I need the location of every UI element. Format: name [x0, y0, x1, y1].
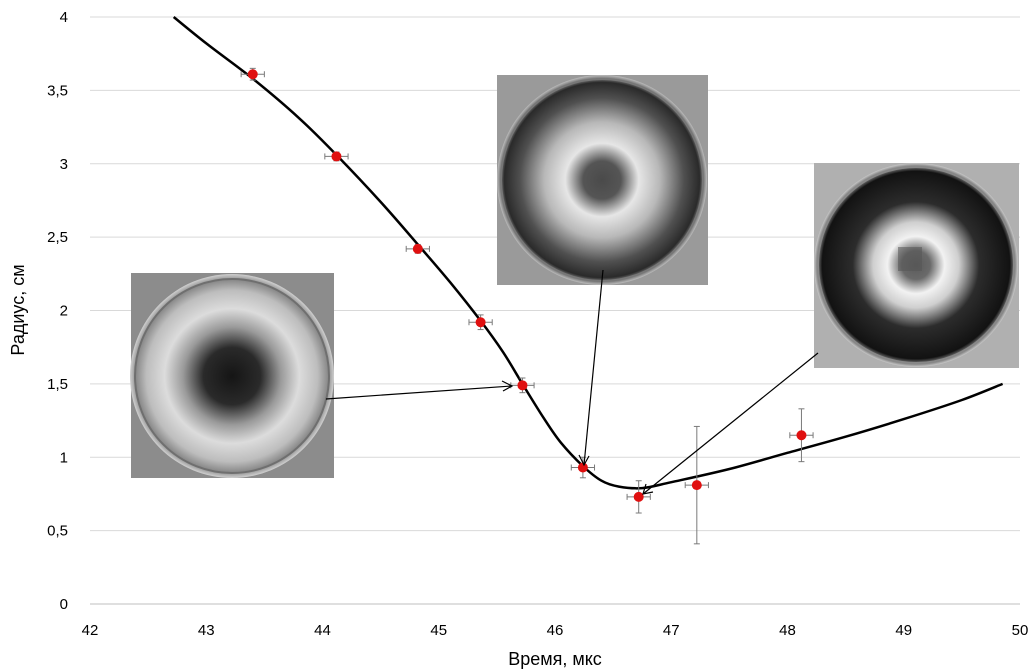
- y-tick-label: 1,5: [47, 376, 68, 393]
- data-point: [517, 380, 528, 391]
- y-tick-label: 2: [60, 303, 68, 320]
- data-point: [247, 69, 258, 80]
- data-point: [633, 491, 644, 502]
- y-tick-label: 0,5: [47, 523, 68, 540]
- x-tick-label: 48: [779, 622, 796, 639]
- data-point: [475, 317, 486, 328]
- y-tick-labels: 0 0,5 1 1,5 2 2,5 3 3,5 4: [47, 9, 68, 613]
- x-tick-label: 46: [547, 622, 564, 639]
- data-point: [412, 243, 423, 254]
- y-tick-label: 0: [60, 596, 68, 613]
- x-tick-labels: 42 43 44 45 46 47 48 49 50: [82, 622, 1029, 639]
- arrowhead-inset-2: [578, 454, 590, 467]
- x-tick-label: 47: [663, 622, 680, 639]
- x-tick-label: 43: [198, 622, 215, 639]
- x-axis-title: Время, мкс: [508, 649, 602, 669]
- y-tick-label: 2,5: [47, 229, 68, 246]
- arrowhead-inset-1: [501, 380, 514, 392]
- x-tick-label: 45: [430, 622, 447, 639]
- inset-ring-2: [497, 75, 708, 285]
- inset-ring-3: [814, 163, 1019, 368]
- arrow-inset-1: [325, 385, 513, 400]
- inset-ring-1: [130, 273, 334, 478]
- data-point: [691, 480, 702, 491]
- arrowhead-inset-3: [642, 483, 654, 495]
- y-tick-label: 1: [60, 449, 68, 466]
- y-axis-title: Радиус, см: [8, 264, 28, 355]
- x-tick-label: 49: [895, 622, 912, 639]
- data-point: [796, 430, 807, 441]
- y-tick-label: 3,5: [47, 82, 68, 99]
- data-points: [247, 69, 807, 502]
- arrow-inset-3: [642, 352, 819, 495]
- data-point: [331, 151, 342, 162]
- x-tick-label: 44: [314, 622, 331, 639]
- x-tick-label: 42: [82, 622, 99, 639]
- arrow-inset-2: [583, 269, 604, 466]
- data-point: [577, 462, 588, 473]
- y-tick-label: 3: [60, 156, 68, 173]
- annotation-arrows: [325, 269, 819, 495]
- y-tick-label: 4: [60, 9, 68, 26]
- x-tick-label: 50: [1012, 622, 1029, 639]
